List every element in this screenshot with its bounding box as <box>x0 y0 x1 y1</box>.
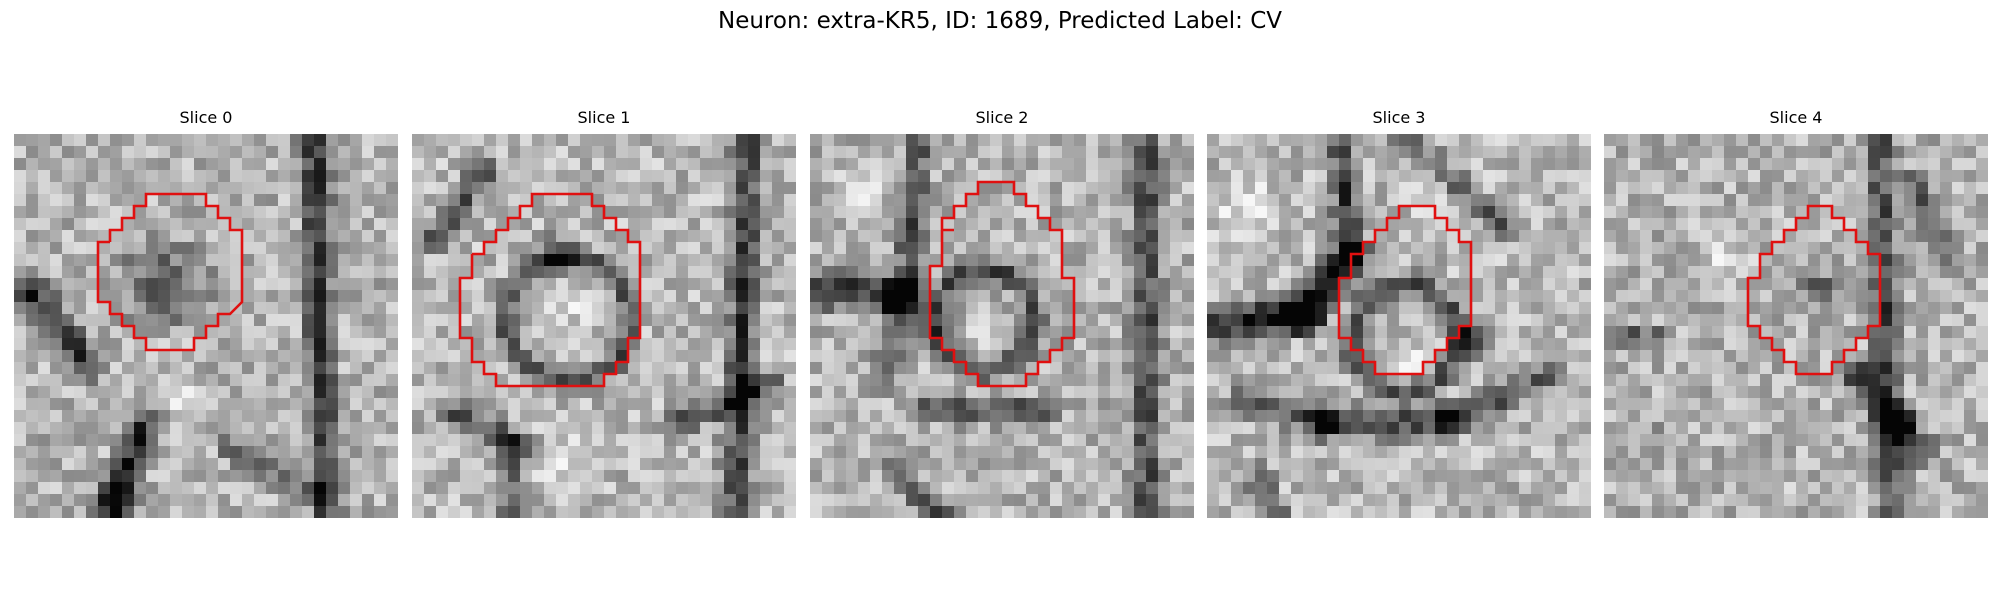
panel-title-slice-0: Slice 0 <box>179 108 233 127</box>
panel-title-slice-3: Slice 3 <box>1372 108 1426 127</box>
slice-2-image <box>810 134 1194 518</box>
panel-title-slice-4: Slice 4 <box>1769 108 1823 127</box>
slice-0-canvas <box>14 134 398 518</box>
figure-title: Neuron: extra-KR5, ID: 1689, Predicted L… <box>717 8 1283 34</box>
slice-4-canvas <box>1604 134 1988 518</box>
segmentation-outline <box>928 180 1076 388</box>
panel-title-slice-1: Slice 1 <box>577 108 631 127</box>
segmentation-outline <box>1337 204 1473 376</box>
segmentation-outline <box>96 192 244 352</box>
slice-1-image <box>412 134 796 518</box>
segmentation-outline <box>458 192 642 388</box>
slice-3-canvas <box>1207 134 1591 518</box>
slice-0-image <box>14 134 398 518</box>
slice-2-canvas <box>810 134 1194 518</box>
slice-3-image <box>1207 134 1591 518</box>
panel-title-slice-2: Slice 2 <box>975 108 1029 127</box>
segmentation-outline <box>1746 204 1882 376</box>
slice-4-image <box>1604 134 1988 518</box>
slice-1-canvas <box>412 134 796 518</box>
